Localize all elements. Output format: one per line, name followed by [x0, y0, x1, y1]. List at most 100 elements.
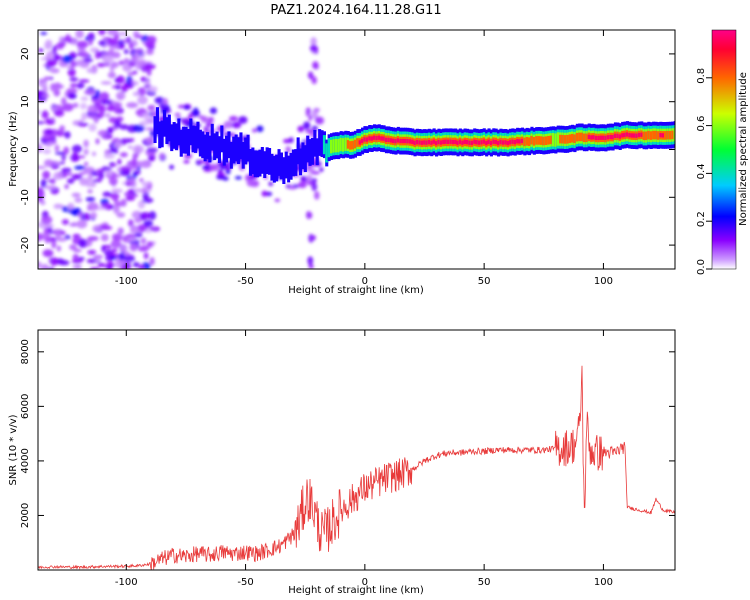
heatmap-noise-blob [93, 255, 104, 259]
heatmap-ridge-cell [544, 136, 548, 145]
heatmap-noise-blob [300, 176, 307, 181]
heatmap-noise-blob [74, 165, 86, 170]
heatmap-ridge-cell [373, 135, 377, 140]
heatmap-noise-blob [87, 236, 99, 241]
heatmap-noise-blob [312, 61, 319, 69]
heatmap-noise-blob [73, 248, 82, 253]
heatmap-noise-blob [74, 197, 83, 203]
heatmap-ridge-cell [494, 139, 498, 145]
heatmap-ridge-cell [513, 140, 517, 145]
heatmap-ridge-cell [456, 140, 460, 145]
heatmap-ridge-cell [337, 138, 341, 153]
heatmap-noise-blob [117, 227, 124, 235]
heatmap-ridge-cell [559, 134, 563, 144]
heatmap-noise-blob [127, 145, 133, 150]
heatmap-noise-blob [42, 170, 51, 180]
heatmap-noise-blob [149, 257, 155, 266]
heatmap-noise-blob [61, 219, 69, 225]
heatmap-y-axis-label: Frequency (Hz) [8, 111, 19, 187]
heatmap-ridge-cell [621, 133, 625, 138]
heatmap-noise-blob [49, 257, 59, 266]
heatmap-ridge-cell [401, 138, 405, 144]
snr-background [38, 330, 675, 570]
heatmap-noise-blob [135, 48, 144, 54]
heatmap-noise-blob [146, 136, 155, 144]
heatmap-ridge-cell [272, 155, 276, 183]
heatmap-ridge-cell [535, 136, 539, 145]
heatmap-ridge-cell [296, 137, 300, 165]
heatmap-noise-blob [92, 224, 103, 233]
heatmap-ridge-cell [509, 140, 513, 145]
heatmap-ridge-cell [301, 142, 305, 170]
heatmap-ridge-cell [582, 133, 586, 143]
heatmap-noise-blob [38, 121, 45, 125]
heatmap-noise-blob [139, 212, 151, 220]
heatmap-noise-blob [41, 94, 50, 98]
heatmap-noise-blob [50, 106, 58, 112]
heatmap-noise-blob [107, 71, 116, 79]
heatmap-ridge-cell [375, 135, 379, 141]
heatmap-noise-blob [114, 102, 123, 108]
heatmap-ridge-cell [597, 135, 601, 141]
heatmap-noise-blob [123, 57, 130, 65]
heatmap-ridge-cell [258, 149, 262, 177]
heatmap-ridge-cell [468, 140, 472, 145]
heatmap-ridge-cell [275, 154, 279, 182]
heatmap-ridge-cell [628, 133, 632, 138]
heatmap-ridge-cell [458, 139, 462, 144]
heatmap-noise-blob [76, 40, 89, 49]
heatmap-noise-blob [315, 116, 325, 125]
heatmap-ridge-cell [673, 127, 675, 142]
heatmap-ridge-cell [602, 135, 606, 140]
heatmap-ridge-cell [587, 134, 591, 140]
heatmap-ridge-cell [189, 118, 193, 146]
heatmap-ridge-cell [268, 148, 272, 175]
heatmap-noise-blob [148, 211, 157, 220]
heatmap-ridge-cell [260, 147, 264, 174]
heatmap-noise-blob [98, 30, 106, 36]
heatmap-noise-blob [101, 245, 106, 253]
heatmap-noise-blob [83, 139, 89, 148]
heatmap-noise-blob [78, 238, 87, 248]
heatmap-ridge-cell [344, 137, 348, 151]
heatmap-noise-blob [137, 107, 147, 114]
heatmap-noise-blob [297, 181, 307, 189]
heatmap-ridge-cell [642, 131, 646, 141]
heatmap-ridge-cell [203, 134, 207, 162]
heatmap-ridge-cell [427, 140, 431, 145]
heatmap-noise-blob [62, 55, 74, 64]
heatmap-noise-blob [98, 94, 109, 98]
heatmap-noise-blob [116, 212, 126, 218]
heatmap-ridge-cell [361, 138, 365, 144]
heatmap-noise-blob [87, 32, 95, 39]
heatmap-noise-blob [127, 72, 136, 76]
heatmap-noise-blob [100, 225, 113, 230]
snr-y-tick-label: 2000 [20, 503, 31, 528]
heatmap-noise-blob [308, 233, 314, 243]
heatmap-noise-blob [118, 31, 128, 36]
heatmap-noise-blob [76, 219, 88, 229]
heatmap-ridge-cell [590, 135, 594, 140]
heatmap-noise-blob [109, 205, 114, 209]
heatmap-ridge-cell [540, 136, 544, 145]
heatmap-noise-blob [51, 240, 57, 249]
heatmap-noise-blob [59, 36, 65, 43]
heatmap-noise-blob [107, 30, 119, 36]
heatmap-ridge-cell [339, 137, 343, 152]
heatmap-ridge-cell [163, 109, 167, 137]
heatmap-noise-blob [137, 95, 148, 105]
heatmap-noise-blob [88, 123, 97, 132]
heatmap-ridge-cell [256, 150, 260, 178]
heatmap-noise-blob [79, 102, 88, 110]
heatmap-noise-blob [133, 188, 144, 193]
heatmap-noise-blob [307, 71, 314, 80]
colorbar: 0.0 0.2 0.4 0.6 0.8 Normalized spectral ampl… [696, 29, 749, 275]
heatmap-noise-blob [91, 151, 97, 157]
heatmap-ridge-cell [217, 136, 221, 163]
heatmap-noise-blob [147, 241, 153, 246]
heatmap-noise-blob [139, 178, 144, 183]
heatmap-ridge-cell [439, 140, 443, 145]
heatmap-noise-blob [99, 105, 106, 114]
heatmap-ridge-cell [408, 139, 412, 144]
heatmap-noise-blob [149, 226, 156, 230]
